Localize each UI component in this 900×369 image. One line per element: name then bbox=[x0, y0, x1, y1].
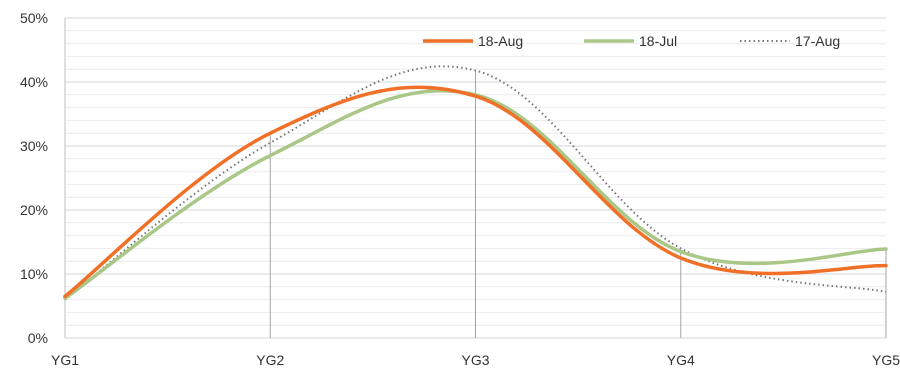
x-tick-label: YG5 bbox=[872, 352, 900, 368]
series-lines bbox=[63, 65, 888, 301]
x-axis: YG1 YG2 YG3 YG4 YG5 bbox=[51, 352, 900, 368]
y-tick-label: 0% bbox=[28, 330, 48, 346]
x-tick-label: YG3 bbox=[461, 352, 489, 368]
y-axis: 0% 10% 20% 30% 40% 50% bbox=[20, 10, 66, 346]
y-tick-label: 40% bbox=[20, 74, 48, 90]
y-tick-label: 50% bbox=[20, 10, 48, 26]
legend-label: 18-Aug bbox=[478, 33, 523, 49]
y-tick-label: 10% bbox=[20, 266, 48, 282]
legend-label: 17-Aug bbox=[795, 33, 840, 49]
legend-label: 18-Jul bbox=[639, 33, 677, 49]
series-line-17-aug bbox=[64, 65, 887, 301]
x-tick-label: YG1 bbox=[51, 352, 79, 368]
x-tick-label: YG2 bbox=[256, 352, 284, 368]
category-drop-lines bbox=[269, 70, 887, 338]
series-line-18-aug bbox=[63, 85, 888, 299]
y-tick-label: 20% bbox=[20, 202, 48, 218]
x-tick-label: YG4 bbox=[667, 352, 695, 368]
legend: 18-Aug 18-Jul 17-Aug bbox=[423, 33, 840, 49]
y-tick-label: 30% bbox=[20, 138, 48, 154]
